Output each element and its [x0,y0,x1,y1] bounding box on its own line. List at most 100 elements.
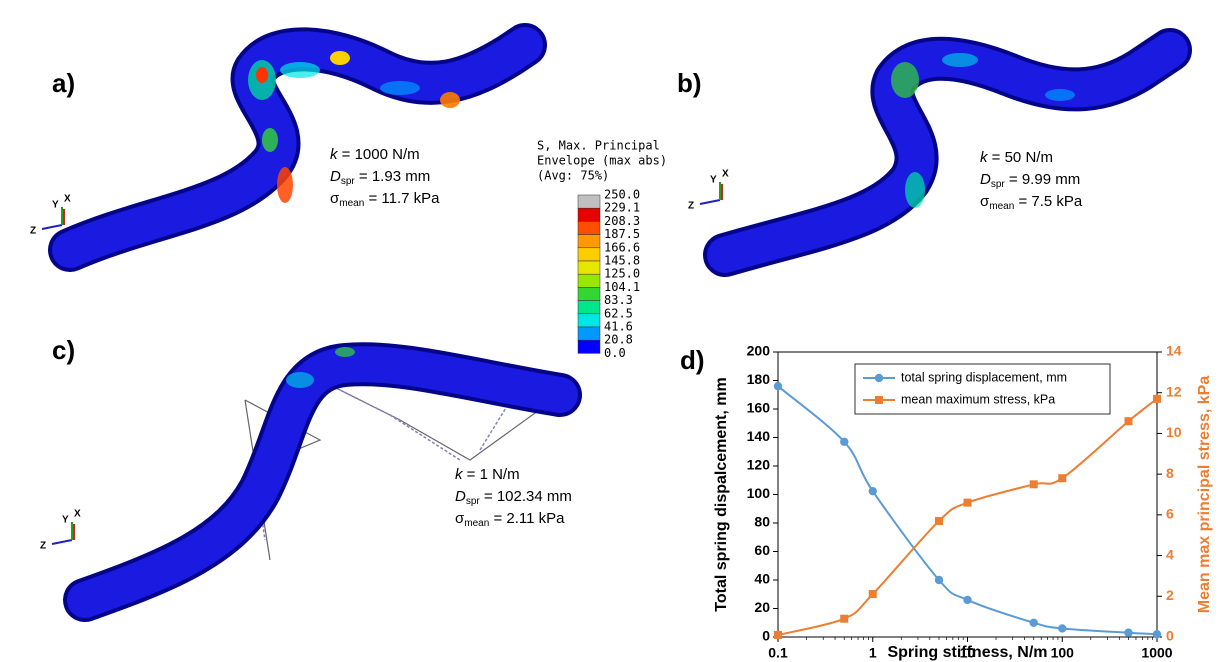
point [773,382,783,391]
legend-band [577,247,601,262]
annotation: Dspr = 1.93 mm [330,168,430,187]
point [1029,618,1038,627]
symbol: σ [455,510,465,527]
point [1124,628,1133,637]
y2-tick-label: 2 [1166,587,1174,603]
point [840,437,849,446]
symbol: k [330,146,339,163]
legend-label: 41.6 [604,320,633,334]
point [1058,474,1067,483]
x-tick-label: 1000 [1141,645,1172,661]
value-text: = 9.99 mm [1005,171,1080,188]
subscript: mean [464,518,489,529]
y2-axis-title: Mean max principal stress, kPa [1196,376,1213,614]
point [934,575,944,585]
point [1153,394,1161,403]
legend-label: 208.3 [604,214,640,228]
point [963,595,972,605]
legend-label: 166.6 [604,240,640,254]
value-text: = 7.5 kPa [1014,193,1083,210]
y2-tick-label: 14 [1166,343,1182,359]
y2-tick-label: 8 [1166,465,1174,481]
point [774,630,782,639]
triad-label: X [722,169,729,180]
triad-z [699,199,721,205]
y-tick-label: 160 [747,400,771,416]
y-tick-label: 140 [747,428,771,444]
y-axis-title: Total spring dispalcement, mm [713,377,730,611]
legend-marker [874,373,884,383]
annotation: k = 50 N/m [980,149,1053,166]
legend-box [854,363,1111,415]
symbol: k [455,466,464,483]
y-tick-label: 40 [754,571,770,587]
y-tick-label: 120 [747,457,771,473]
symbol: D [455,488,466,505]
subscript: spr [341,176,356,187]
point [1058,624,1067,633]
panel-label: b) [677,68,702,98]
legend-band [577,260,601,275]
legend-band [577,300,601,315]
point [840,614,849,623]
symbol: σ [980,193,990,210]
y-tick-label: 200 [747,343,771,359]
y2-tick-label: 10 [1166,424,1182,440]
y2-tick-label: 12 [1166,383,1182,399]
annotation: k = 1 N/m [455,466,520,483]
legend-label: 62.5 [604,306,633,320]
point [1029,480,1038,489]
legend-label: 20.8 [604,333,633,347]
annotation: σmean = 2.11 kPa [455,510,565,529]
subscript: mean [989,201,1014,212]
legend-label: mean maximum stress, kPa [901,392,1055,406]
legend-label: 104.1 [604,280,640,294]
legend-title: Envelope (max abs) [537,154,667,168]
x-tick-label: 100 [1051,645,1075,661]
point [868,590,877,599]
point [934,516,943,525]
legend-label: 187.5 [604,227,640,241]
legend-band [577,194,601,209]
triad-label: X [64,194,71,205]
value-text: = 50 N/m [988,149,1053,166]
tube-b [703,28,1192,277]
legend-band [577,313,601,328]
value-text: = 1000 N/m [338,146,420,163]
triad-label: Z [40,541,46,552]
value-text: = 2.11 kPa [489,510,565,527]
triad-label: Y [710,175,717,186]
triad-label: Y [62,515,69,526]
legend-band [577,207,601,222]
panel-label: a) [52,68,75,98]
tube-c [63,342,582,622]
symbol: D [980,171,991,188]
legend-marker [875,396,883,404]
legend-label: 145.8 [604,254,640,268]
triad-z [41,224,63,230]
point [963,498,972,507]
legend-title: (Avg: 75%) [537,169,609,183]
y2-tick-label: 4 [1166,546,1174,562]
annotation: σmean = 7.5 kPa [980,193,1083,212]
legend-title: S, Max. Principal [537,139,660,153]
panel-label: c) [52,335,75,365]
legend-label: 229.1 [604,201,640,215]
legend-label: 83.3 [604,293,633,307]
panel-label: d) [680,345,705,375]
y2-tick-label: 6 [1166,506,1174,522]
annotation: Dspr = 102.34 mm [455,488,572,507]
legend-band [577,339,601,354]
legend-band [577,287,601,301]
point [868,486,877,496]
legend-band [577,326,601,341]
legend-label: total spring displacement, mm [901,370,1067,384]
y2-tick-label: 0 [1166,628,1174,644]
value-text: = 1 N/m [463,466,520,483]
annotation: σmean = 11.7 kPa [330,190,440,209]
value-text: = 1.93 mm [355,168,430,185]
legend-band [577,221,601,235]
x-tick-label: 10 [960,645,976,661]
triad-z [51,539,73,545]
